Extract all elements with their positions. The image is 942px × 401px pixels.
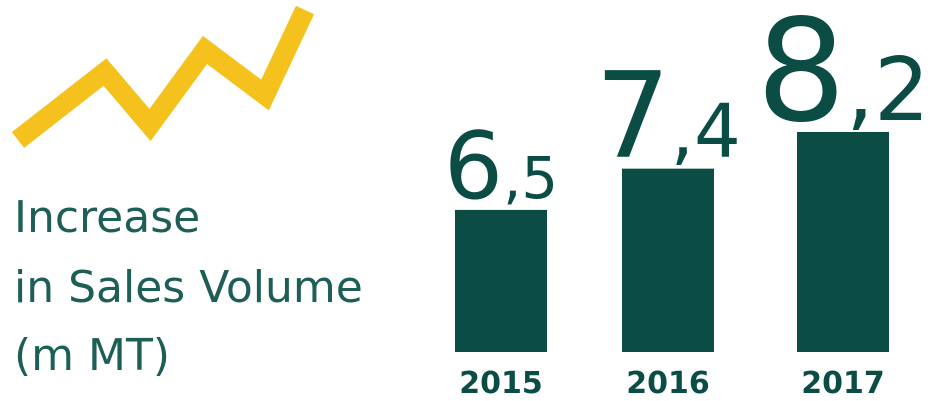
chart-title-line: Increase: [14, 192, 200, 243]
x-tick-label: 2015: [459, 366, 543, 401]
chart-title-line: (m MT): [14, 330, 170, 381]
trend-icon: [11, 5, 315, 148]
bar: [797, 132, 889, 352]
value-label: 6,5: [444, 112, 558, 220]
x-tick-label: 2017: [801, 366, 885, 401]
x-tick-label: 2016: [626, 366, 710, 401]
bar: [622, 168, 714, 352]
value-label: 8,2: [756, 0, 930, 154]
bar: [455, 209, 547, 352]
chart-title-line: in Sales Volume: [14, 262, 363, 313]
value-label: 7,4: [595, 47, 741, 185]
